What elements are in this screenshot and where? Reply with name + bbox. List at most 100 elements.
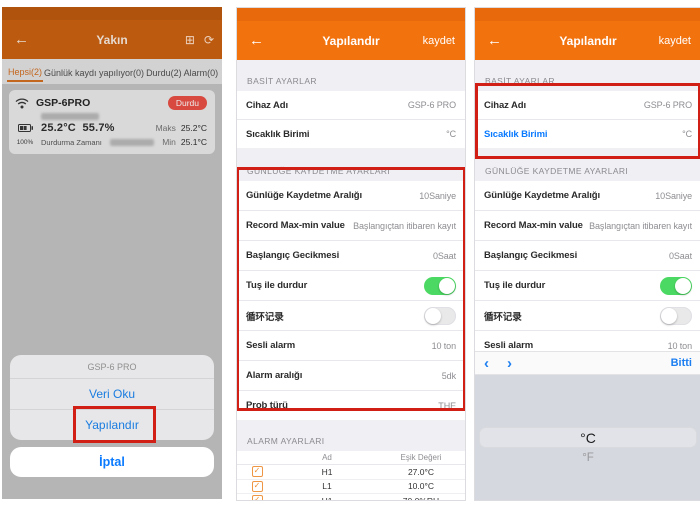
checkbox-checked-icon[interactable]: ✓ (251, 480, 263, 492)
picker-wheel[interactable]: °C °F (475, 375, 700, 500)
row-record-maxmin[interactable]: Record Max-min value Başlangıçtan itibar… (475, 211, 700, 241)
row-device-name[interactable]: Cihaz Adı GSP-6 PRO (475, 91, 700, 120)
row-value: 0Saat (432, 250, 456, 261)
row-value: Başlangıçtan itibaren kayıt (589, 220, 692, 231)
status-bar (475, 8, 700, 21)
back-icon[interactable]: ← (14, 31, 29, 48)
battery-percent: 100% (16, 138, 34, 146)
done-button[interactable]: Bitti (670, 357, 692, 369)
row-label: Prob türü (246, 400, 288, 411)
section-basic: BASİT AYARLAR (485, 76, 555, 86)
blurred-serial (41, 113, 99, 120)
device-name: GSP-6PRO (36, 97, 91, 109)
row-device-name[interactable]: Cihaz Adı GSP-6 PRO (237, 91, 465, 120)
alarm-table: Ad Eşik Değeri ✓ H1 27.0°C ✓ L1 10.0°C ✓… (237, 451, 465, 500)
row-value: 10Saniye (419, 190, 456, 201)
row-value: Başlangıçtan itibaren kayıt (353, 220, 456, 231)
toggle-key-stop[interactable] (424, 276, 456, 295)
filter-tabs: Hepsi(2) Günlük kaydı yapılıyor(0) Durdu… (2, 59, 222, 84)
row-label: Sesli alarm (246, 340, 296, 351)
panel-device-list: ← Yakın ⊞ ⟳ Hepsi(2) Günlük kaydı yapılı… (2, 7, 222, 499)
tab-all[interactable]: Hepsi(2) (7, 62, 44, 82)
divider (10, 409, 214, 410)
row-record-maxmin[interactable]: Record Max-min value Başlangıçtan itibar… (237, 211, 465, 241)
section-logging: GÜNLÜĞE KAYDETME AYARLARI (247, 166, 391, 176)
row-loop-record[interactable]: 循环记录 (237, 301, 465, 331)
section-alarm: ALARM AYARLARI (247, 436, 325, 446)
checkbox-checked-icon[interactable]: ✓ (251, 495, 263, 500)
row-label: Cihaz Adı (246, 99, 289, 111)
row-label: 循环记录 (484, 311, 522, 323)
picker-selected-option[interactable]: °C (479, 427, 697, 448)
status-bar (2, 7, 222, 20)
device-card[interactable]: GSP-6PRO Durdu 25.2°C 55.7% Mak (9, 90, 215, 154)
row-value: 10 ton (431, 340, 457, 351)
row-value: GSP-6 PRO (407, 100, 456, 110)
battery-icon (17, 124, 33, 132)
row-label: Başlangıç Gecikmesi (246, 250, 340, 261)
toggle-loop-record[interactable] (424, 306, 456, 325)
row-value: THE (438, 400, 456, 411)
row-log-interval[interactable]: Günlüğe Kaydetme Aralığı 10Saniye (237, 181, 465, 211)
section-logging: GÜNLÜĞE KAYDETME AYARLARI (485, 166, 629, 176)
row-value: 10Saniye (655, 190, 692, 201)
row-label: Günlüğe Kaydetme Aralığı (484, 190, 601, 201)
cancel-button[interactable]: İptal (10, 447, 214, 477)
row-label: Cihaz Adı (484, 99, 527, 111)
section-basic: BASİT AYARLAR (247, 76, 317, 86)
save-button[interactable]: kaydet (422, 34, 455, 47)
checkbox-checked-icon[interactable]: ✓ (251, 466, 263, 478)
row-temp-unit-active[interactable]: Sıcaklık Birimi °C (475, 120, 700, 148)
picker-next-option[interactable]: °F (582, 452, 594, 464)
row-start-delay[interactable]: Başlangıç Gecikmesi 0Saat (237, 241, 465, 271)
row-label: Record Max-min value (246, 220, 345, 231)
row-alarm-interval[interactable]: Alarm aralığı 5dk (237, 361, 465, 391)
panel-configure: ← Yapılandır kaydet BASİT AYARLAR Cihaz … (236, 7, 466, 501)
picker-toolbar: ‹ › Bitti (475, 351, 700, 375)
alarm-row[interactable]: ✓ H1 70.0%RH (237, 494, 465, 500)
tab-alarm[interactable]: Alarm(0) (183, 67, 219, 78)
navbar: ← Yapılandır kaydet (475, 8, 700, 60)
alarm-row[interactable]: ✓ L1 10.0°C (237, 480, 465, 494)
tab-stopped[interactable]: Durdu(2) (146, 67, 182, 78)
alarm-row[interactable]: ✓ H1 27.0°C (237, 465, 465, 480)
row-log-interval[interactable]: Günlüğe Kaydetme Aralığı 10Saniye (475, 181, 700, 211)
row-value: °C (682, 129, 692, 139)
row-loop-record[interactable]: 循环记录 (475, 301, 700, 331)
page-title: Yapılandır (322, 33, 380, 48)
row-label: Record Max-min value (484, 220, 583, 231)
row-label: Sıcaklık Birimi (246, 128, 310, 140)
row-start-delay[interactable]: Başlangıç Gecikmesi 0Saat (475, 241, 700, 271)
back-icon[interactable]: ← (487, 32, 502, 49)
back-icon[interactable]: ← (249, 32, 264, 49)
scan-icon[interactable]: ⊞ (184, 32, 195, 47)
unit-picker: ‹ › Bitti °C °F (475, 351, 700, 500)
row-value: 5dk (441, 370, 456, 381)
row-value: °C (446, 129, 456, 139)
configure-button[interactable]: Yapılandır (85, 418, 139, 432)
toggle-key-stop[interactable] (660, 276, 692, 295)
stop-time-label: Durdurma Zamanı (41, 137, 102, 147)
max-reading: Maks 25.2°C (155, 123, 207, 133)
refresh-icon[interactable]: ⟳ (203, 32, 214, 47)
row-probe-type[interactable]: Prob türü THE (237, 391, 465, 420)
action-sheet-title: GSP-6 PRO (10, 355, 214, 379)
row-audible-alarm[interactable]: Sesli alarm 10 ton (237, 331, 465, 361)
toggle-loop-record[interactable] (660, 306, 692, 325)
min-reading: Min 25.1°C (162, 137, 207, 147)
tab-logging[interactable]: Günlük kaydı yapılıyor(0) (44, 67, 145, 78)
action-sheet: GSP-6 PRO Veri Oku Yapılandır İptal (10, 355, 214, 477)
save-button[interactable]: kaydet (658, 34, 691, 47)
row-label: Sesli alarm (484, 340, 534, 351)
status-badge: Durdu (167, 96, 207, 110)
chevron-left-icon[interactable]: ‹ (484, 354, 489, 372)
read-data-button[interactable]: Veri Oku (88, 387, 136, 401)
chevron-right-icon[interactable]: › (507, 354, 512, 372)
row-key-stop[interactable]: Tuş ile durdur (237, 271, 465, 301)
row-key-stop[interactable]: Tuş ile durdur (475, 271, 700, 301)
row-value: GSP-6 PRO (643, 100, 692, 110)
row-label: 循环记录 (246, 311, 284, 323)
panel-configure-picker: ← Yapılandır kaydet BASİT AYARLAR Cihaz … (474, 7, 700, 501)
row-temp-unit[interactable]: Sıcaklık Birimi °C (237, 120, 465, 148)
row-label: Tuş ile durdur (484, 280, 546, 291)
